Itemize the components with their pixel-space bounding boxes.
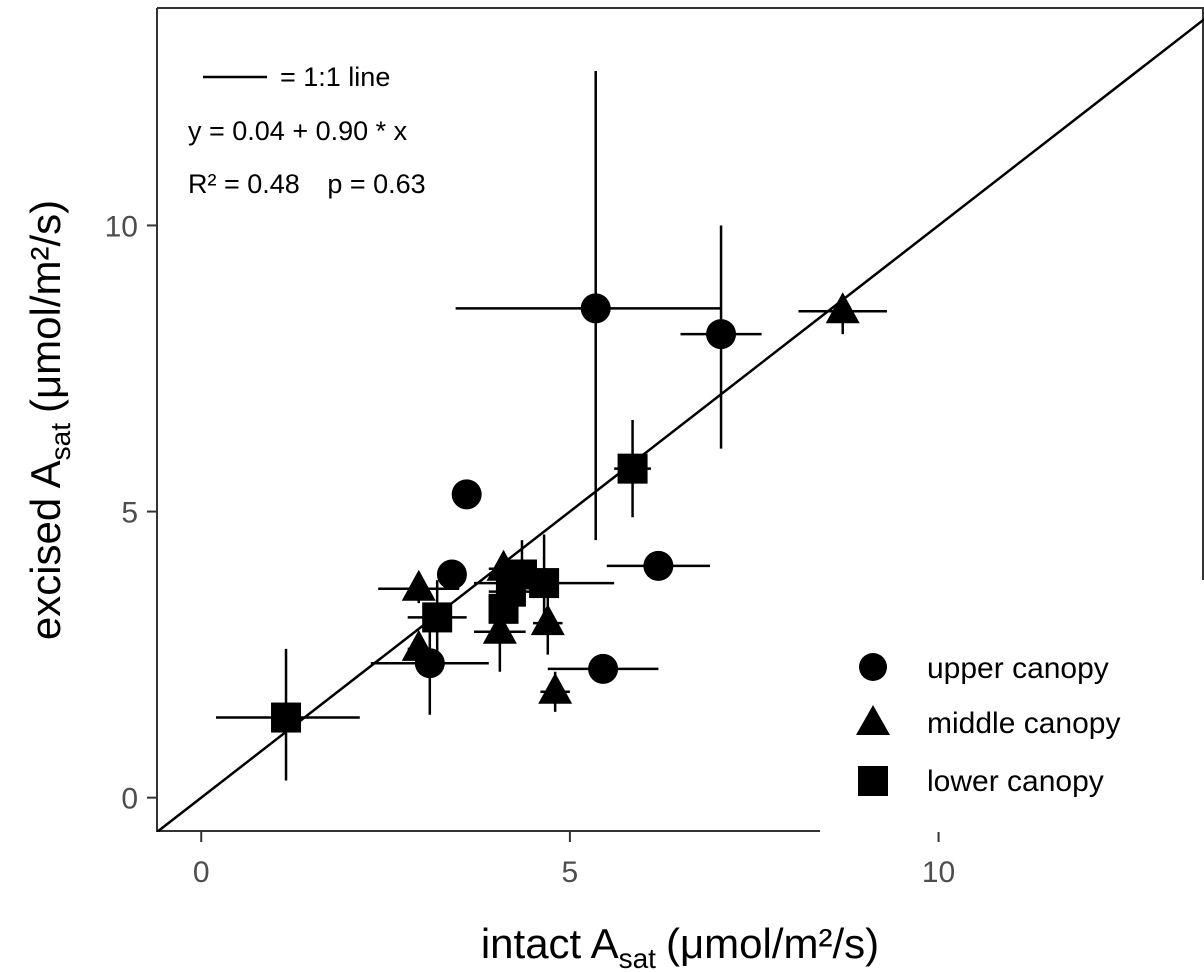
x-tick-label: 5 — [562, 856, 579, 889]
point-middle-canopy — [482, 612, 517, 644]
point-upper-canopy — [451, 479, 482, 510]
svg-text:R² = 0.48 p = 0.63: R² = 0.48 p = 0.63 — [188, 169, 426, 199]
x-tick-label: 0 — [193, 856, 210, 889]
legend-label-upper: upper canopy — [927, 652, 1109, 685]
x-axis-ticks: 0 5 10 — [193, 832, 955, 889]
point-upper-canopy — [436, 559, 467, 590]
legend: upper canopy middle canopy lower canopy — [856, 652, 1120, 798]
point-middle-canopy — [401, 629, 436, 661]
one-to-one-line — [157, 17, 1204, 832]
y-axis-title: excised Asat(μmol/m²/s) — [22, 200, 76, 640]
y-axis-ticks: 0 5 10 — [105, 210, 157, 816]
legend-label-middle: middle canopy — [927, 707, 1120, 740]
y-tick-label: 10 — [105, 210, 138, 243]
annotation-block: = 1:1 line y = 0.04 + 0.90 * x R² = 0.48… — [188, 62, 426, 199]
point-lower-canopy — [422, 602, 453, 633]
legend-label-lower: lower canopy — [927, 765, 1104, 798]
point-upper-canopy — [706, 319, 737, 350]
x-axis-title: intact Asat (μmol/m²/s) — [481, 920, 879, 972]
x-tick-label: 10 — [922, 856, 955, 889]
point-upper-canopy — [588, 653, 619, 684]
regression-equation: y = 0.04 + 0.90 * x — [188, 116, 408, 146]
point-lower-canopy — [617, 453, 648, 484]
point-upper-canopy — [643, 550, 674, 581]
point-middle-canopy — [538, 672, 573, 704]
legend-circle-icon — [859, 653, 887, 681]
point-middle-canopy — [530, 604, 565, 636]
legend-triangle-icon — [856, 705, 890, 735]
p-value: p = 0.63 — [327, 169, 425, 199]
error-bars — [215, 70, 887, 781]
data-markers — [271, 292, 860, 733]
point-lower-canopy — [271, 702, 302, 733]
point-lower-canopy — [488, 593, 519, 624]
point-middle-canopy — [825, 292, 860, 324]
point-middle-canopy — [401, 569, 436, 601]
y-tick-label: 0 — [121, 783, 138, 816]
y-tick-label: 5 — [121, 497, 138, 530]
r-squared: R² = 0.48 — [188, 169, 300, 199]
legend-square-icon — [858, 766, 888, 796]
ref-line-label: = 1:1 line — [280, 62, 390, 92]
panel-border — [156, 7, 1204, 832]
point-upper-canopy — [580, 293, 611, 324]
